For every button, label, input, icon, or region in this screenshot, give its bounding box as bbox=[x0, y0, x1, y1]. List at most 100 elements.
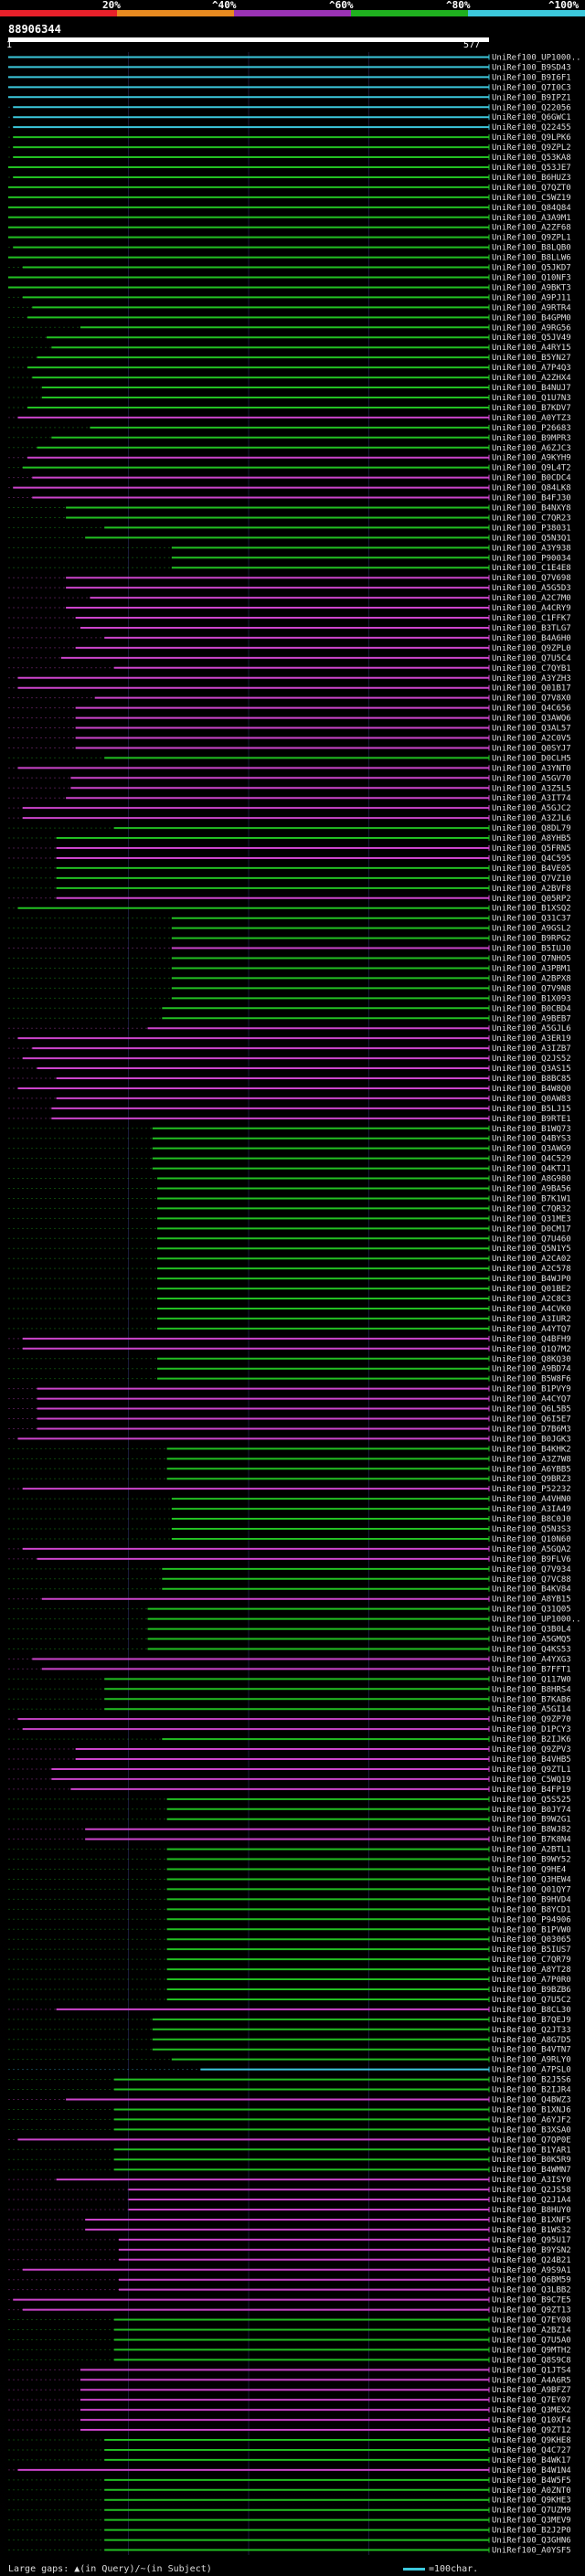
hit-label[interactable]: UniRef100_Q5S525 bbox=[492, 1796, 571, 1805]
hit-label[interactable]: UniRef100_A9BD74 bbox=[492, 1365, 571, 1374]
hit-label[interactable]: UniRef100_Q5N3Q1 bbox=[492, 534, 571, 543]
hit-label[interactable]: UniRef100_Q9LPK6 bbox=[492, 133, 571, 143]
hit-label[interactable]: UniRef100_B8CL30 bbox=[492, 2006, 571, 2015]
hit-label[interactable]: UniRef100_D0CLH5 bbox=[492, 754, 571, 763]
hit-label[interactable]: UniRef100_D0CM17 bbox=[492, 1224, 571, 1234]
hit-label[interactable]: UniRef100_B4FP19 bbox=[492, 1786, 571, 1795]
hit-label[interactable]: UniRef100_A3A9M1 bbox=[492, 214, 571, 223]
hit-label[interactable]: UniRef100_UP1000.. bbox=[492, 53, 581, 62]
hit-label[interactable]: UniRef100_B2IJR4 bbox=[492, 2086, 571, 2095]
hit-label[interactable]: UniRef100_A3IZB7 bbox=[492, 1044, 571, 1054]
hit-label[interactable]: UniRef100_B3XSA0 bbox=[492, 2125, 571, 2135]
hit-label[interactable]: UniRef100_B4VHB5 bbox=[492, 1755, 571, 1765]
hit-label[interactable]: UniRef100_A3IA49 bbox=[492, 1505, 571, 1514]
hit-label[interactable]: UniRef100_B7QEJ9 bbox=[492, 2016, 571, 2025]
hit-label[interactable]: UniRef100_Q7V8X0 bbox=[492, 694, 571, 704]
hit-label[interactable]: UniRef100_Q7QP0E bbox=[492, 2136, 571, 2145]
hit-label[interactable]: UniRef100_B4NXY8 bbox=[492, 504, 571, 513]
hit-label[interactable]: UniRef100_Q3MEV9 bbox=[492, 2517, 571, 2526]
hit-label[interactable]: UniRef100_P94906 bbox=[492, 1915, 571, 1924]
hit-label[interactable]: UniRef100_Q01BE2 bbox=[492, 1285, 571, 1294]
hit-label[interactable]: UniRef100_Q9ZPL0 bbox=[492, 644, 571, 653]
hit-label[interactable]: UniRef100_Q9MTH2 bbox=[492, 2346, 571, 2355]
hit-label[interactable]: UniRef100_B4W5F5 bbox=[492, 2476, 571, 2486]
hit-label[interactable]: UniRef100_Q1Q7M2 bbox=[492, 1345, 571, 1354]
hit-label[interactable]: UniRef100_B7K8N4 bbox=[492, 1836, 571, 1845]
hit-label[interactable]: UniRef100_Q2JS58 bbox=[492, 2186, 571, 2195]
hit-label[interactable]: UniRef100_B4KHK2 bbox=[492, 1445, 571, 1454]
hit-label[interactable]: UniRef100_A5GJL6 bbox=[492, 1024, 571, 1034]
hit-label[interactable]: UniRef100_B1XNJ6 bbox=[492, 2105, 571, 2115]
hit-label[interactable]: UniRef100_Q4C727 bbox=[492, 2446, 571, 2455]
hit-label[interactable]: UniRef100_Q5N1Y5 bbox=[492, 1245, 571, 1254]
hit-label[interactable]: UniRef100_Q7I0C3 bbox=[492, 83, 571, 92]
hit-label[interactable]: UniRef100_A8YT28 bbox=[492, 1966, 571, 1975]
hit-label[interactable]: UniRef100_A3ZJL6 bbox=[492, 814, 571, 823]
hit-label[interactable]: UniRef100_B1X093 bbox=[492, 994, 571, 1003]
hit-label[interactable]: UniRef100_P52232 bbox=[492, 1485, 571, 1494]
hit-label[interactable]: UniRef100_Q3GHN6 bbox=[492, 2537, 571, 2546]
hit-label[interactable]: UniRef100_Q3AL57 bbox=[492, 725, 571, 734]
hit-label[interactable]: UniRef100_Q7UZM9 bbox=[492, 2507, 571, 2516]
hit-label[interactable]: UniRef100_Q9ZPV3 bbox=[492, 1745, 571, 1754]
hit-label[interactable]: UniRef100_Q117W0 bbox=[492, 1675, 571, 1684]
hit-label[interactable]: UniRef100_Q4C656 bbox=[492, 705, 571, 714]
hit-label[interactable]: UniRef100_A3YZH3 bbox=[492, 674, 571, 684]
hit-label[interactable]: UniRef100_Q7U5C4 bbox=[492, 654, 571, 663]
hit-label[interactable]: UniRef100_Q24B21 bbox=[492, 2256, 571, 2265]
hit-label[interactable]: UniRef100_Q7VC88 bbox=[492, 1575, 571, 1585]
hit-label[interactable]: UniRef100_B8LQB0 bbox=[492, 244, 571, 253]
hit-label[interactable]: UniRef100_Q4C595 bbox=[492, 854, 571, 864]
hit-label[interactable]: UniRef100_A2C8C3 bbox=[492, 1295, 571, 1304]
hit-label[interactable]: UniRef100_B6HUZ3 bbox=[492, 174, 571, 183]
hit-label[interactable]: UniRef100_B8BC85 bbox=[492, 1075, 571, 1084]
hit-label[interactable]: UniRef100_B9BZB6 bbox=[492, 1986, 571, 1995]
hit-label[interactable]: UniRef100_Q7U460 bbox=[492, 1235, 571, 1244]
hit-label[interactable]: UniRef100_Q10NF3 bbox=[492, 274, 571, 283]
hit-label[interactable]: UniRef100_A8G980 bbox=[492, 1175, 571, 1184]
hit-label[interactable]: UniRef100_A4VHN0 bbox=[492, 1495, 571, 1504]
hit-label[interactable]: UniRef100_A5GJC2 bbox=[492, 804, 571, 813]
hit-label[interactable]: UniRef100_Q1U7N3 bbox=[492, 394, 571, 403]
hit-label[interactable]: UniRef100_B9FLV6 bbox=[492, 1555, 571, 1564]
hit-label[interactable]: UniRef100_A9BKT3 bbox=[492, 283, 571, 292]
hit-label[interactable]: UniRef100_Q10N60 bbox=[492, 1535, 571, 1544]
hit-label[interactable]: UniRef100_A9S9A1 bbox=[492, 2266, 571, 2275]
hit-label[interactable]: UniRef100_A5GQA2 bbox=[492, 1545, 571, 1554]
hit-label[interactable]: UniRef100_B2J5S6 bbox=[492, 2076, 571, 2085]
hit-label[interactable]: UniRef100_Q95U17 bbox=[492, 2236, 571, 2245]
hit-label[interactable]: UniRef100_Q4KS53 bbox=[492, 1645, 571, 1654]
hit-label[interactable]: UniRef100_A9PJ11 bbox=[492, 293, 571, 302]
hit-label[interactable]: UniRef100_Q4C529 bbox=[492, 1155, 571, 1164]
hit-label[interactable]: UniRef100_B4WMN7 bbox=[492, 2166, 571, 2175]
hit-label[interactable]: UniRef100_P90034 bbox=[492, 554, 571, 563]
hit-label[interactable]: UniRef100_Q53KA8 bbox=[492, 154, 571, 163]
hit-label[interactable]: UniRef100_Q22056 bbox=[492, 103, 571, 112]
hit-label[interactable]: UniRef100_B4FJ30 bbox=[492, 494, 571, 504]
hit-label[interactable]: UniRef100_A7P0R0 bbox=[492, 1976, 571, 1985]
hit-label[interactable]: UniRef100_B9I6F1 bbox=[492, 73, 571, 82]
hit-label[interactable]: UniRef100_B0CBD4 bbox=[492, 1004, 571, 1013]
hit-label[interactable]: UniRef100_B5W8F6 bbox=[492, 1375, 571, 1384]
hit-label[interactable]: UniRef100_A6YJF2 bbox=[492, 2115, 571, 2125]
hit-label[interactable]: UniRef100_Q7QZT0 bbox=[492, 184, 571, 193]
hit-label[interactable]: UniRef100_Q8DL79 bbox=[492, 824, 571, 833]
hit-label[interactable]: UniRef100_A9RLY0 bbox=[492, 2056, 571, 2065]
hit-label[interactable]: UniRef100_A3YNT0 bbox=[492, 764, 571, 773]
hit-label[interactable]: UniRef100_A4YTQ7 bbox=[492, 1325, 571, 1334]
hit-label[interactable]: UniRef100_D7B6M3 bbox=[492, 1425, 571, 1434]
hit-label[interactable]: UniRef100_A2BTL1 bbox=[492, 1846, 571, 1855]
hit-label[interactable]: UniRef100_B1WQ73 bbox=[492, 1125, 571, 1134]
hit-label[interactable]: UniRef100_A2CA02 bbox=[492, 1255, 571, 1264]
hit-label[interactable]: UniRef100_Q6BM59 bbox=[492, 2276, 571, 2285]
hit-label[interactable]: UniRef100_A0ZNT0 bbox=[492, 2486, 571, 2496]
hit-label[interactable]: UniRef100_A6YBB5 bbox=[492, 1465, 571, 1474]
hit-label[interactable]: UniRef100_C7QYB1 bbox=[492, 664, 571, 673]
hit-label[interactable]: UniRef100_A2C7M0 bbox=[492, 594, 571, 603]
hit-label[interactable]: UniRef100_B9SD43 bbox=[492, 63, 571, 72]
hit-label[interactable]: UniRef100_B8HRS4 bbox=[492, 1685, 571, 1694]
hit-label[interactable]: UniRef100_A3Y938 bbox=[492, 544, 571, 553]
hit-label[interactable]: UniRef100_B9YSN2 bbox=[492, 2246, 571, 2255]
hit-label[interactable]: UniRef100_B4W1N4 bbox=[492, 2466, 571, 2475]
hit-label[interactable]: UniRef100_Q31C37 bbox=[492, 915, 571, 924]
